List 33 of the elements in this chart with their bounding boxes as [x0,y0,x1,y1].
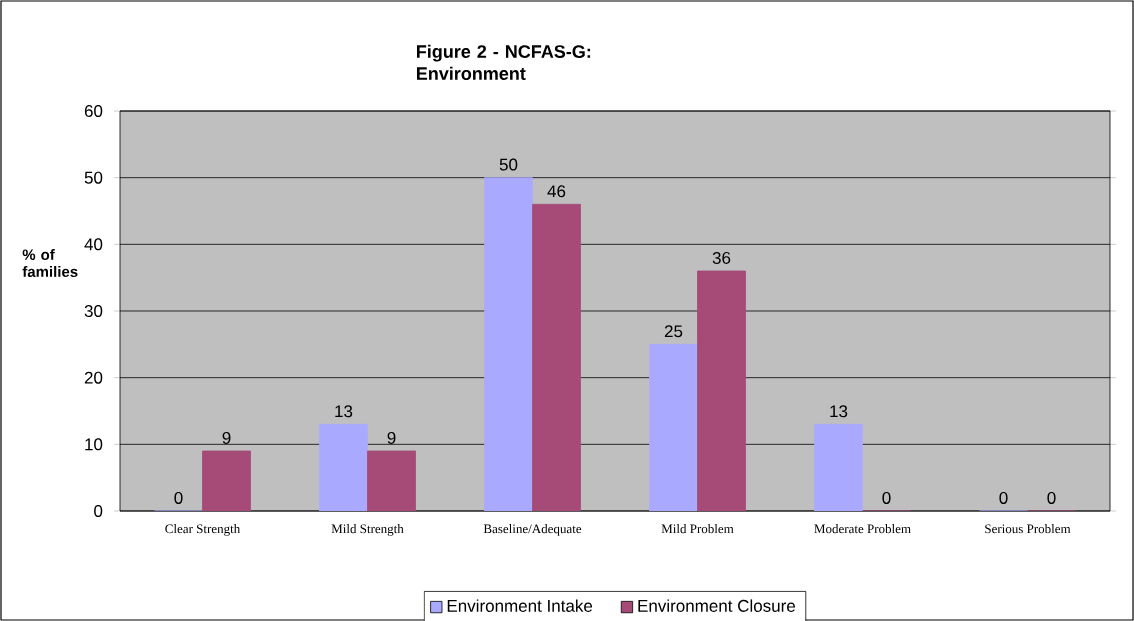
bar [697,270,746,511]
data-label: 0 [999,491,1008,504]
data-label: 46 [547,185,566,198]
x-tick-label: Clear Strength [165,524,241,536]
chart-title: Figure 2 - NCFAS-G: Environment [417,44,591,80]
data-label: 36 [712,251,731,264]
y-tick-label: 40 [84,238,103,251]
y-tick-label: 0 [94,505,103,518]
x-tick-label: Mild Problem [661,524,734,534]
bar [202,450,251,511]
legend-label: Environment Intake [447,599,593,612]
data-label: 13 [830,405,848,418]
x-tick-label: Mild Strength [331,524,404,536]
data-label: 9 [387,431,396,444]
y-tick-label: 50 [84,171,103,184]
data-label: 13 [335,405,353,418]
x-tick-label: Baseline/Adequate [483,524,582,536]
x-tick-label: Serious Problem [985,524,1071,534]
data-label: 50 [499,158,518,171]
bar [532,203,581,511]
bar [367,450,416,511]
data-label: 0 [174,491,183,504]
y-axis-title: % of families [22,249,78,278]
data-label: 0 [882,491,891,504]
data-label: 0 [1047,491,1056,504]
y-tick-label: 30 [84,305,103,318]
legend-label: Environment Closure [638,599,795,612]
y-tick-label: 10 [85,438,103,451]
x-tick-label: Moderate Problem [814,524,911,534]
y-tick-label: 20 [84,371,103,384]
y-tick-label: 60 [84,105,103,118]
data-label: 9 [222,431,231,444]
data-label: 25 [664,325,683,338]
